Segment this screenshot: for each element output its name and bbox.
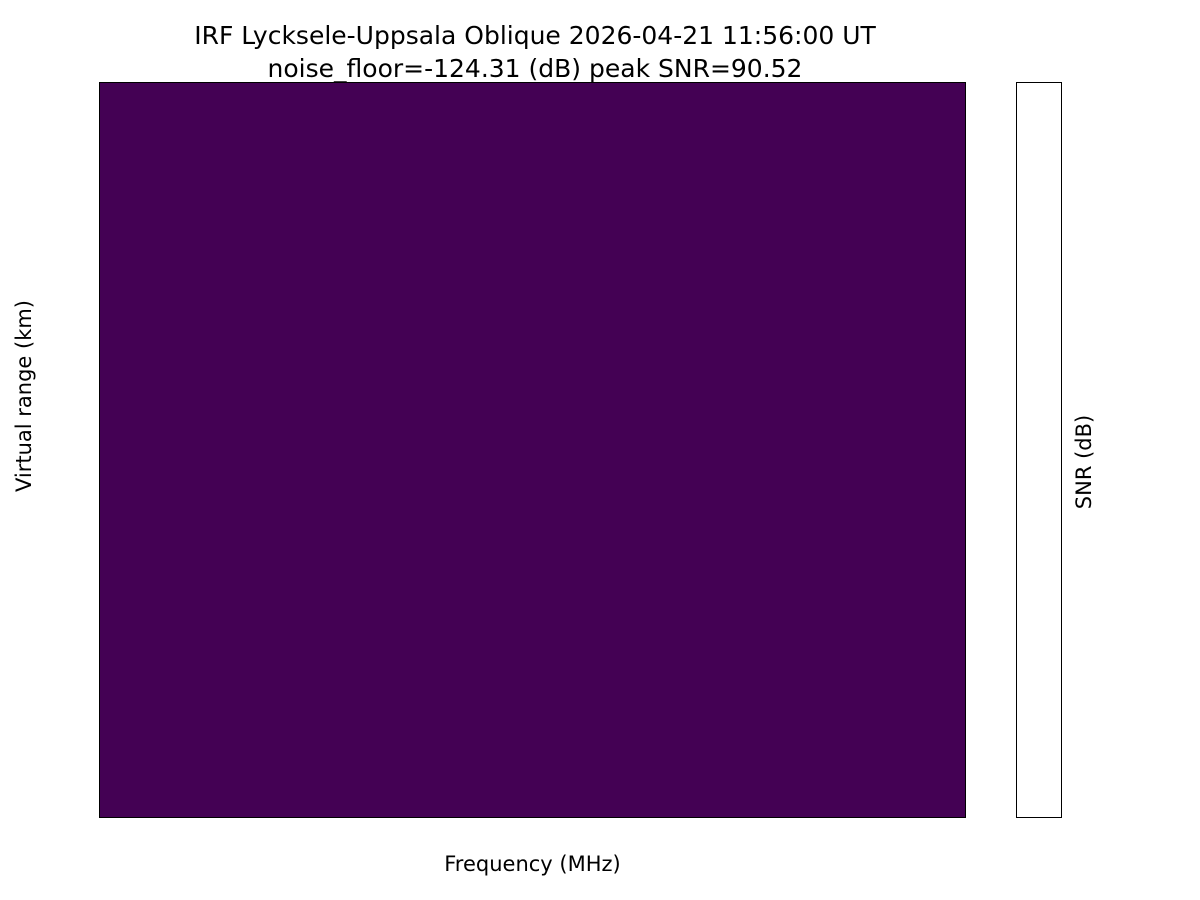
colorbar-label: SNR (dB) bbox=[1072, 414, 1096, 510]
heatmap-panel bbox=[99, 82, 966, 818]
ionogram-heatmap bbox=[100, 83, 965, 817]
colorbar bbox=[1016, 82, 1062, 818]
y-axis-label: Virtual range (km) bbox=[12, 299, 36, 493]
x-axis-label: Frequency (MHz) bbox=[444, 852, 621, 876]
figure-title: IRF Lycksele-Uppsala Oblique 2026-04-21 … bbox=[194, 21, 876, 83]
colorbar-gradient bbox=[1017, 83, 1061, 817]
